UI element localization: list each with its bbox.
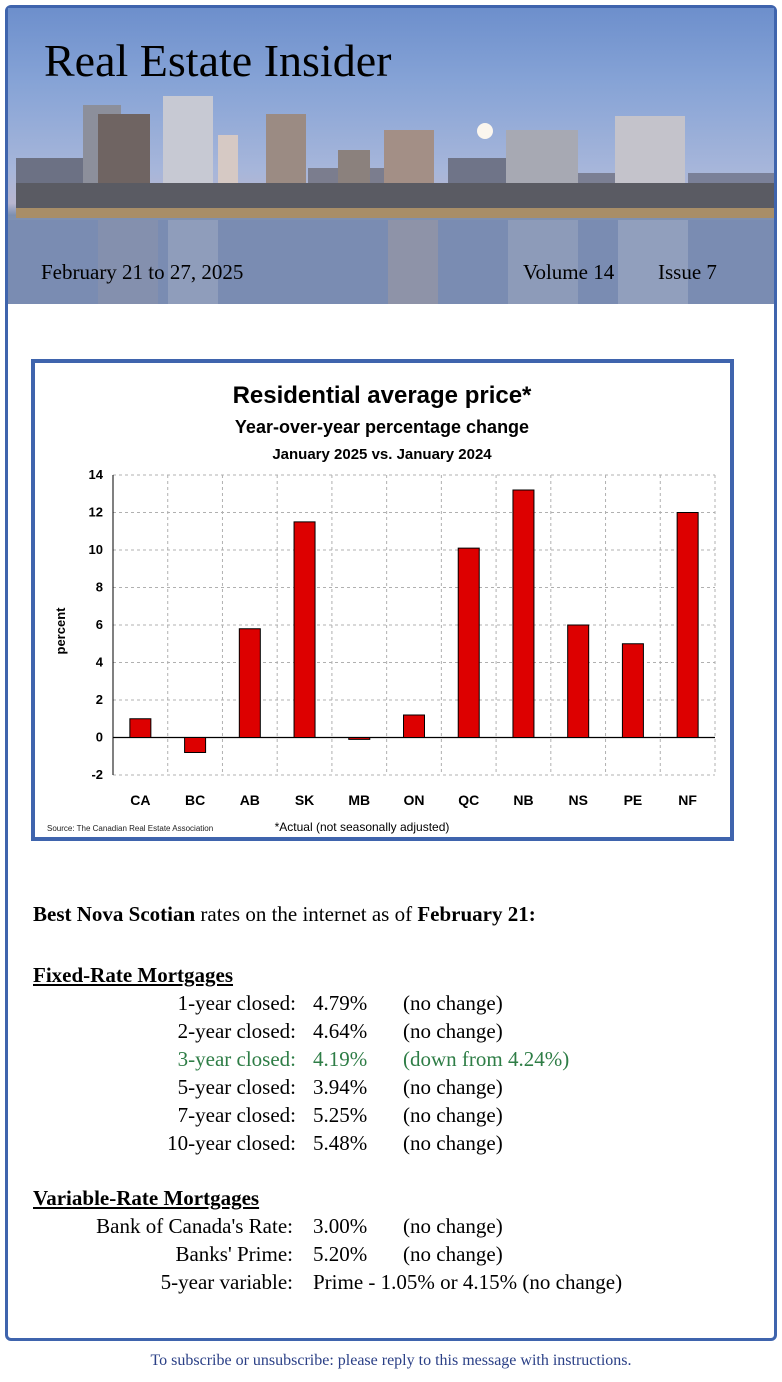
rates-intro-bold-region: Best Nova Scotian <box>33 902 196 926</box>
fixed-rate-change: (no change) <box>403 991 503 1015</box>
x-tick-label: CA <box>130 792 150 808</box>
fixed-rate-rate: 4.64% <box>313 1019 368 1043</box>
fixed-rate-row: 7-year closed: 5.25% (no change) <box>0 1103 782 1129</box>
fixed-rate-heading: Fixed-Rate Mortgages <box>33 963 234 987</box>
y-tick-label: 8 <box>96 580 103 595</box>
y-tick-label: 10 <box>89 542 103 557</box>
y-tick-label: 6 <box>96 617 103 632</box>
bar-sk <box>293 521 316 738</box>
chart-subtitle: Year-over-year percentage change <box>235 417 529 437</box>
fixed-rate-row: 1-year closed: 4.79% (no change) <box>0 991 782 1017</box>
fixed-rate-term: 7-year closed: <box>177 1103 296 1127</box>
variable-rate-rate: 3.00% <box>313 1214 368 1238</box>
fixed-rate-change: (no change) <box>403 1103 503 1127</box>
variable-rate-row: 5-year variable: Prime - 1.05% or 4.15% (… <box>0 1270 782 1296</box>
fixed-rate-row: 2-year closed: 4.64% (no change) <box>0 1019 782 1045</box>
y-tick-label: 2 <box>96 692 103 707</box>
subscribe-footer: To subscribe or unsubscribe: please repl… <box>150 1352 632 1369</box>
bar-nb <box>512 489 535 738</box>
y-tick-label: 0 <box>96 730 103 745</box>
bar-qc <box>457 547 480 738</box>
variable-rate-row: Banks' Prime: 5.20% (no change) <box>0 1242 782 1268</box>
chart-title: Residential average price* <box>233 382 532 409</box>
fixed-rate-row: 3-year closed: 4.19% (down from 4.24%) <box>0 1047 782 1073</box>
chart-subtitle-2: January 2025 vs. January 2024 <box>272 446 492 463</box>
variable-rate-change: (no change) <box>403 1242 503 1266</box>
bar-bc <box>184 737 207 753</box>
y-axis-label: percent <box>53 607 68 655</box>
chart-source: Source: The Canadian Real Estate Associa… <box>47 824 213 833</box>
x-tick-label: NF <box>678 792 697 808</box>
x-tick-label: NS <box>568 792 587 808</box>
variable-rate-term: 5-year variable: <box>160 1270 293 1294</box>
variable-rate-heading: Variable-Rate Mortgages <box>33 1186 260 1210</box>
price-change-chart: Residential average price* Year-over-yea… <box>31 359 734 841</box>
variable-rate-rate: Prime - 1.05% or 4.15% (no change) <box>313 1270 623 1294</box>
bar-pe <box>621 643 644 738</box>
chart-footnote: *Actual (not seasonally adjusted) <box>275 820 450 834</box>
fixed-rate-rate: 3.94% <box>313 1075 368 1099</box>
rates-intro-text: rates on the internet as of <box>195 902 418 926</box>
fixed-rate-change: (no change) <box>403 1131 503 1155</box>
chart-canvas: Residential average price* Year-over-yea… <box>47 382 716 834</box>
x-tick-label: BC <box>185 792 205 808</box>
issue-number: Issue 7 <box>658 260 717 284</box>
y-tick-label: 14 <box>89 467 104 482</box>
bar-ca <box>129 718 152 738</box>
fixed-rate-change: (no change) <box>403 1075 503 1099</box>
newsletter-title: Real Estate Insider <box>44 35 392 86</box>
fixed-rate-rate: 4.79% <box>313 991 368 1015</box>
fixed-rate-term: 10-year closed: <box>167 1131 296 1155</box>
volume-number: Volume 14 <box>523 260 615 284</box>
x-tick-label: MB <box>348 792 370 808</box>
bar-on <box>403 714 425 738</box>
fixed-rate-rate: 5.25% <box>313 1103 368 1127</box>
variable-rate-row: Bank of Canada's Rate: 3.00% (no change) <box>0 1214 782 1240</box>
rates-intro-date: February 21: <box>417 902 536 926</box>
fixed-rate-term: 3-year closed: <box>177 1047 296 1071</box>
x-tick-label: QC <box>458 792 479 808</box>
fixed-rate-row: 5-year closed: 3.94% (no change) <box>0 1075 782 1101</box>
variable-rate-rate: 5.20% <box>313 1242 368 1266</box>
x-tick-label: ON <box>404 792 425 808</box>
issue-date-range: February 21 to 27, 2025 <box>41 260 244 284</box>
newsletter-frame: Real Estate Insider February 21 to 27, 2… <box>5 5 777 1341</box>
fixed-rate-row: 10-year closed: 5.48% (no change) <box>0 1131 782 1157</box>
y-tick-label: -2 <box>91 767 103 782</box>
fixed-rate-term: 1-year closed: <box>177 991 296 1015</box>
fixed-rate-rate: 4.19% <box>313 1047 368 1071</box>
y-tick-label: 4 <box>96 655 104 670</box>
x-tick-label: PE <box>624 792 643 808</box>
variable-rate-term: Banks' Prime: <box>175 1242 293 1266</box>
fixed-rate-change: (no change) <box>403 1019 503 1043</box>
bar-mb <box>348 737 371 740</box>
x-tick-label: SK <box>295 792 314 808</box>
fixed-rate-term: 2-year closed: <box>177 1019 296 1043</box>
x-tick-label: NB <box>513 792 533 808</box>
bar-nf <box>676 512 699 738</box>
fixed-rate-change: (down from 4.24%) <box>403 1047 570 1071</box>
city-skyline-image <box>8 96 774 304</box>
x-tick-label: AB <box>240 792 260 808</box>
header-banner: Real Estate Insider February 21 to 27, 2… <box>8 8 774 304</box>
rates-intro: Best Nova Scotian rates on the internet … <box>33 902 536 927</box>
fixed-rate-term: 5-year closed: <box>177 1075 296 1099</box>
fixed-rate-rate: 5.48% <box>313 1131 368 1155</box>
bar-ns <box>567 624 590 738</box>
variable-rate-change: (no change) <box>403 1214 503 1238</box>
y-tick-label: 12 <box>89 505 103 520</box>
variable-rate-term: Bank of Canada's Rate: <box>96 1214 293 1238</box>
bar-ab <box>238 628 261 738</box>
